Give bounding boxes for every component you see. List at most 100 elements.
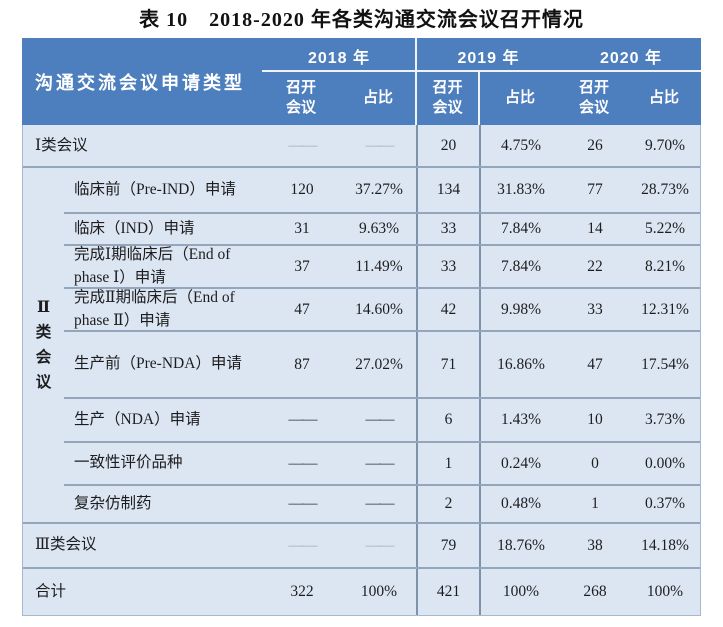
row-separator	[64, 212, 700, 214]
row-label: 临床前（Pre-IND）申请	[74, 180, 236, 198]
cell-meetings-2019: 421	[436, 583, 461, 600]
cell-meetings-2019: 134	[436, 181, 461, 198]
row-separator	[23, 522, 700, 524]
subheader-share-2019: 占比	[504, 88, 535, 106]
table-row: 临床（IND）申请 31 9.63% 33 7.84% 14 5.22%	[23, 212, 700, 245]
cell-meetings-2020: 1	[591, 495, 599, 512]
row-label: 完成Ⅱ期临床后（End of phase Ⅱ）申请	[74, 289, 235, 329]
cell-share-2019: 4.75%	[500, 137, 542, 154]
cell-meetings-2020: 38	[587, 536, 603, 554]
cell-share-2020: 3.73%	[644, 411, 686, 428]
cell-meetings-2020: 22	[587, 257, 603, 275]
subheader-meetings-2020: 召开 会议	[578, 79, 609, 116]
cell-meetings-2020: 10	[587, 411, 603, 428]
subheader-share-2020: 占比	[648, 88, 679, 106]
cell-meetings-2018: ——	[288, 495, 318, 512]
cell-share-2020: 0.37%	[644, 495, 686, 512]
cell-meetings-2018: 31	[294, 220, 310, 237]
cell-share-2019: 18.76%	[497, 536, 545, 554]
row-label: 临床（IND）申请	[74, 219, 195, 237]
cell-meetings-2018: 47	[294, 300, 310, 318]
cell-share-2018: 14.60%	[355, 300, 403, 318]
year-header-2020: 2020 年	[599, 50, 663, 67]
row-separator	[64, 330, 700, 332]
table-row: 完成Ⅱ期临床后（End of phase Ⅱ）申请 47 14.60% 42 9…	[23, 287, 700, 331]
cell-share-2018: 11.49%	[355, 257, 403, 275]
column-divider	[479, 125, 481, 615]
cell-share-2018: ——	[365, 137, 395, 154]
cell-meetings-2018: ——	[288, 137, 318, 154]
cell-share-2018: 9.63%	[358, 220, 400, 237]
cell-meetings-2020: 14	[587, 220, 603, 237]
row-separator	[64, 441, 700, 443]
cell-share-2019: 7.84%	[500, 220, 542, 237]
table-header: 沟通交流会议申请类型 2018 年 2019 年 2020 年 召开 会议 占比…	[22, 38, 701, 125]
cell-share-2020: 14.18%	[641, 536, 689, 554]
cell-share-2018: 27.02%	[355, 355, 403, 373]
subheader-meetings-2019: 召开 会议	[432, 79, 463, 116]
table-row: 完成Ⅰ期临床后（End of phase Ⅰ）申请 37 11.49% 33 7…	[23, 244, 700, 288]
header-column-divider	[478, 70, 480, 125]
table-row: 复杂仿制药 —— —— 2 0.48% 1 0.37%	[23, 484, 700, 523]
cell-meetings-2018: 120	[290, 181, 314, 198]
cell-meetings-2019: 33	[440, 220, 457, 237]
table-row: 生产前（Pre-NDA）申请 87 27.02% 71 16.86% 47 17…	[23, 330, 700, 398]
cell-share-2018: ——	[365, 536, 395, 554]
cell-meetings-2019: 2	[444, 495, 453, 512]
communication-meetings-table: 沟通交流会议申请类型 2018 年 2019 年 2020 年 召开 会议 占比…	[22, 38, 701, 616]
cell-meetings-2019: 1	[444, 454, 453, 472]
cell-meetings-2019: 79	[440, 536, 457, 554]
cell-share-2019: 0.48%	[500, 495, 542, 512]
column-divider	[416, 125, 418, 615]
subheader-share-2018: 占比	[362, 88, 393, 106]
cell-share-2019: 0.24%	[500, 454, 542, 472]
cell-share-2020: 12.31%	[641, 300, 689, 318]
table-title: 表 10 2018-2020 年各类沟通交流会议召开情况	[139, 9, 584, 31]
cell-meetings-2020: 77	[587, 181, 603, 198]
row-header-label: 沟通交流会议申请类型	[35, 72, 245, 93]
cell-share-2020: 100%	[646, 583, 684, 600]
table-row: 合计 322 100% 421 100% 268 100%	[23, 567, 700, 616]
cell-share-2019: 7.84%	[500, 257, 542, 275]
group-label-text: Ⅱ类会议	[35, 299, 52, 391]
cell-share-2019: 31.83%	[497, 181, 545, 198]
row-separator	[64, 397, 700, 399]
row-separator	[23, 166, 700, 168]
cell-meetings-2020: 26	[587, 137, 603, 154]
cell-share-2020: 9.70%	[644, 137, 686, 154]
row-separator	[64, 484, 700, 486]
row-label: 复杂仿制药	[74, 494, 152, 512]
row-label: 合计	[35, 582, 67, 600]
cell-meetings-2020: 268	[583, 583, 607, 600]
cell-meetings-2020: 33	[587, 300, 603, 318]
cell-share-2019: 1.43%	[500, 411, 542, 428]
cell-meetings-2019: 42	[440, 300, 457, 318]
table-row: Ⅰ类会议 —— —— 20 4.75% 26 9.70%	[23, 125, 700, 167]
cell-meetings-2019: 6	[444, 411, 453, 428]
cell-meetings-2020: 0	[591, 454, 599, 472]
cell-share-2018: ——	[365, 454, 395, 472]
cell-share-2018: ——	[365, 411, 395, 428]
cell-meetings-2018: 37	[294, 257, 310, 275]
cell-share-2019: 100%	[502, 583, 540, 600]
cell-meetings-2018: ——	[288, 536, 318, 554]
row-label: 生产（NDA）申请	[74, 410, 201, 428]
year-header-2018: 2018 年	[307, 50, 371, 67]
cell-share-2019: 9.98%	[500, 300, 542, 318]
cell-meetings-2018: ——	[288, 454, 318, 472]
table-row: 一致性评价品种 —— —— 1 0.24% 0 0.00%	[23, 441, 700, 485]
row-separator	[64, 287, 700, 289]
cell-share-2018: 37.27%	[355, 181, 403, 198]
cell-share-2019: 16.86%	[497, 355, 545, 373]
row-label: Ⅲ类会议	[35, 536, 97, 554]
cell-meetings-2018: 87	[294, 355, 310, 373]
cell-meetings-2018: ——	[288, 411, 318, 428]
cell-share-2020: 0.00%	[644, 454, 686, 472]
cell-share-2018: 100%	[360, 583, 398, 600]
row-label: 一致性评价品种	[74, 454, 183, 472]
row-label: 完成Ⅰ期临床后（End of phase Ⅰ）申请	[74, 246, 231, 286]
cell-share-2020: 17.54%	[641, 355, 689, 373]
cell-share-2020: 5.22%	[644, 220, 686, 237]
cell-meetings-2019: 33	[440, 257, 457, 275]
